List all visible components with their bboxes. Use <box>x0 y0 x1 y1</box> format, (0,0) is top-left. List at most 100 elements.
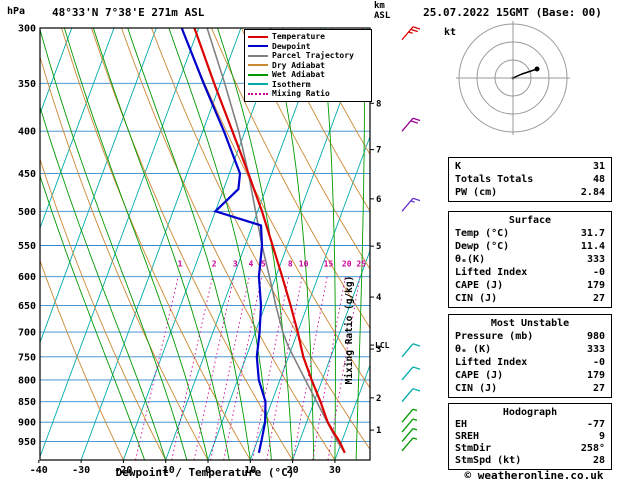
hodograph-table-title: Hodograph <box>502 407 558 418</box>
svg-text:-30: -30 <box>72 465 90 476</box>
table-row: StmDir 258° <box>455 443 605 455</box>
altitude-unit-km: km <box>374 1 385 11</box>
svg-text:300: 300 <box>18 24 36 35</box>
table-row: CAPE (J) 179 <box>455 369 605 382</box>
svg-text:10: 10 <box>299 259 309 268</box>
curve-temperature <box>193 28 346 454</box>
svg-text:550: 550 <box>18 241 36 252</box>
svg-text:10: 10 <box>244 465 256 476</box>
svg-text:-20: -20 <box>114 465 132 476</box>
wind-barb <box>401 117 421 132</box>
wind-barb <box>401 427 418 443</box>
svg-text:2: 2 <box>212 259 217 268</box>
table-row: θₑ(K) 333 <box>455 253 605 266</box>
wind-barb <box>401 366 421 381</box>
legend-item-dewpoint: Dewpoint <box>248 42 368 52</box>
svg-text:350: 350 <box>18 79 36 90</box>
table-row: Pressure (mb) 980 <box>455 330 605 343</box>
svg-text:600: 600 <box>18 272 36 283</box>
svg-text:2: 2 <box>376 394 381 404</box>
datetime-label: 25.07.2022 15GMT (Base: 00) <box>423 6 602 19</box>
svg-text:900: 900 <box>18 418 36 429</box>
pressure-axis-unit: hPa <box>7 6 26 17</box>
svg-text:-10: -10 <box>157 465 175 476</box>
legend-label: Dry Adiabat <box>272 60 325 70</box>
index-label: Dewp (°C) <box>455 241 510 252</box>
legend-label: Parcel Trajectory <box>272 51 354 61</box>
station-title: 48°33'N 7°38'E 271m ASL <box>52 6 205 19</box>
svg-text:4: 4 <box>376 293 382 303</box>
table-row: StmSpd (kt) 28 <box>455 455 605 467</box>
index-value: 179 <box>586 370 605 381</box>
svg-text:20: 20 <box>342 259 352 268</box>
svg-text:Mixing Ratio (g/kg): Mixing Ratio (g/kg) <box>344 276 355 385</box>
table-row: Lifted Index -0 <box>455 356 605 369</box>
indices-table: K 31 Totals Totals 48 PW (cm) 2.84 <box>448 157 612 202</box>
index-value: 2.84 <box>580 187 605 198</box>
index-label: Pressure (mb) <box>455 331 534 342</box>
index-value: 333 <box>586 344 605 355</box>
table-row: Lifted Index -0 <box>455 266 605 279</box>
legend-item-mixing-ratio: Mixing Ratio <box>248 89 368 99</box>
svg-text:5: 5 <box>376 242 381 252</box>
temperature-line-swatch <box>248 35 268 38</box>
index-label: Lifted Index <box>455 267 528 278</box>
svg-text:8: 8 <box>376 99 381 109</box>
most-unstable-table-title: Most Unstable <box>490 318 570 329</box>
svg-text:650: 650 <box>18 301 36 312</box>
legend-item-parcel-trajectory: Parcel Trajectory <box>248 51 368 61</box>
index-value: -0 <box>592 357 605 368</box>
table-row: CIN (J) 27 <box>455 382 605 395</box>
legend-label: Dewpoint <box>272 41 311 51</box>
index-value: 258° <box>580 443 605 454</box>
svg-text:15: 15 <box>324 259 334 268</box>
index-value: -77 <box>586 419 605 430</box>
table-row: CIN (J) 27 <box>455 292 605 305</box>
index-label: Temp (°C) <box>455 228 510 239</box>
index-value: 9 <box>598 431 605 442</box>
table-row: SREH 9 <box>455 431 605 443</box>
wet-adiabat-line-swatch <box>248 73 268 76</box>
surface-table-title: Surface <box>508 215 552 226</box>
svg-text:20: 20 <box>287 465 299 476</box>
hodograph <box>456 21 570 135</box>
index-label: K <box>455 161 462 172</box>
table-row: EH -77 <box>455 419 605 431</box>
index-label: CIN (J) <box>455 293 498 304</box>
legend-item-temperature: Temperature <box>248 32 368 42</box>
dry-adiabat-line-swatch <box>248 64 268 67</box>
table-row: Totals Totals 48 <box>455 173 605 186</box>
index-label: θₑ (K) <box>455 344 492 355</box>
altitude-unit-asl: ASL <box>374 11 391 21</box>
mixing-ratio-line-swatch <box>248 92 268 95</box>
svg-text:8: 8 <box>288 259 293 268</box>
wind-barb <box>401 408 418 423</box>
x-axis-label: Dewpoint / Temperature (°C) <box>115 466 295 479</box>
svg-text:700: 700 <box>18 328 36 339</box>
index-value: 28 <box>592 455 605 466</box>
index-value: 27 <box>592 383 605 394</box>
index-label: StmSpd (kt) <box>455 455 522 466</box>
index-label: StmDir <box>455 443 492 454</box>
svg-text:950: 950 <box>18 437 36 448</box>
index-value: 179 <box>586 280 605 291</box>
hodograph-unit-label: kt <box>444 27 457 38</box>
table-row: PW (cm) 2.84 <box>455 186 605 199</box>
svg-text:800: 800 <box>18 375 36 386</box>
svg-text:30: 30 <box>329 465 341 476</box>
legend-label: Temperature <box>272 32 325 42</box>
legend-item-dry-adiabat: Dry Adiabat <box>248 61 368 71</box>
legend-label: Isotherm <box>272 79 311 89</box>
curve-dewpoint <box>180 28 267 454</box>
most-unstable-table: Most Unstable Pressure (mb) 980 θₑ (K) 3… <box>448 314 612 398</box>
svg-text:LCL: LCL <box>375 341 390 350</box>
index-value: 31.7 <box>580 228 605 239</box>
index-label: Lifted Index <box>455 357 528 368</box>
index-label: CIN (J) <box>455 383 498 394</box>
chart-plot-area <box>40 28 370 460</box>
svg-text:750: 750 <box>18 352 36 363</box>
svg-text:850: 850 <box>18 397 36 408</box>
svg-text:3: 3 <box>233 259 238 268</box>
